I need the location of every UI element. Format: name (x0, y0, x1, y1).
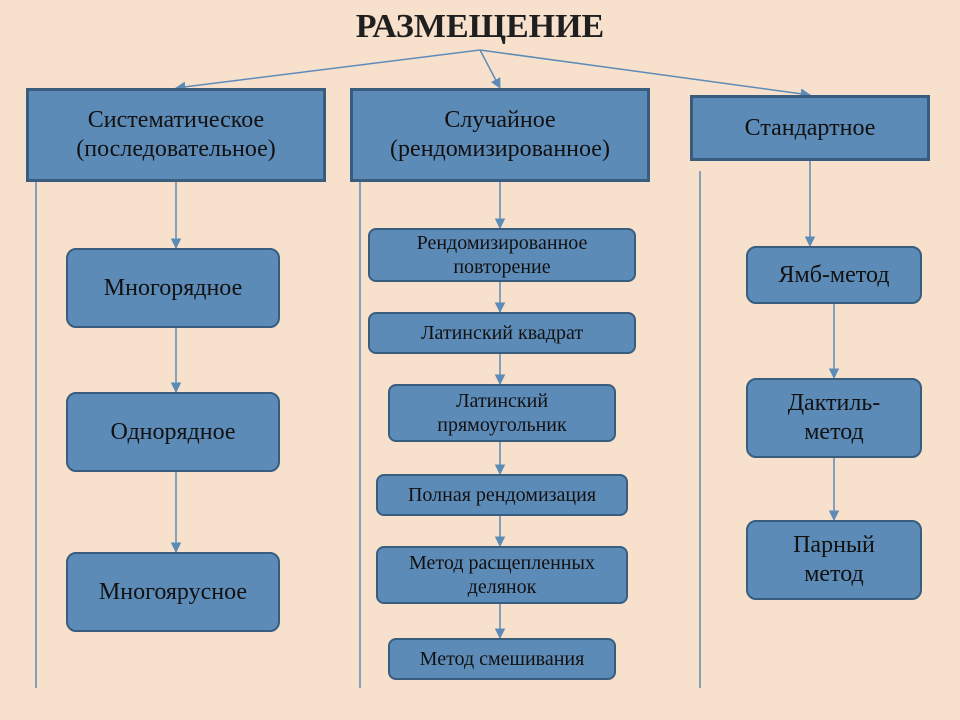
node-c2_f: Метод смешивания (388, 638, 616, 680)
node-c3_a: Ямб-метод (746, 246, 922, 304)
node-col2_head: Случайное (рендомизированное) (350, 88, 650, 182)
diagram-title: РАЗМЕЩЕНИЕ (0, 8, 960, 46)
node-c3_c: Парный метод (746, 520, 922, 600)
node-col1_head: Систематическое (последовательное) (26, 88, 326, 182)
node-c2_d: Полная рендомизация (376, 474, 628, 516)
node-c2_b: Латинский квадрат (368, 312, 636, 354)
node-c1_b: Однорядное (66, 392, 280, 472)
node-c1_a: Многорядное (66, 248, 280, 328)
node-c2_a: Рендомизированное повторение (368, 228, 636, 282)
node-col3_head: Стандартное (690, 95, 930, 161)
node-c2_c: Латинский прямоугольник (388, 384, 616, 442)
node-c2_e: Метод расщепленных делянок (376, 546, 628, 604)
node-c1_c: Многоярусное (66, 552, 280, 632)
node-c3_b: Дактиль- метод (746, 378, 922, 458)
